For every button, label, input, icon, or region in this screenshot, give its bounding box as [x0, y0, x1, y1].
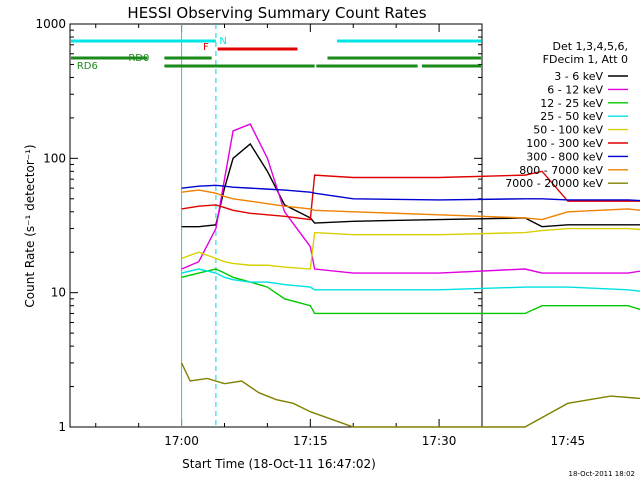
series-line: [181, 268, 640, 315]
x-tick-label: 17:15: [293, 434, 328, 448]
legend-header-line: FDecim 1, Att 0: [543, 53, 628, 66]
y-tick-label: 1000: [35, 17, 66, 31]
series-line: [181, 268, 640, 292]
series-line: [181, 142, 640, 228]
y-tick-label: 1: [58, 420, 66, 434]
legend-label: 50 - 100 keV: [533, 124, 603, 137]
flag-bars: NF RD0 RD6: [71, 36, 481, 72]
flag-label: RD0: [128, 53, 149, 64]
legend-label: 25 - 50 keV: [540, 110, 603, 123]
flag-label: F: [203, 42, 209, 53]
legend-label: 100 - 300 keV: [526, 137, 603, 150]
legend-label: 6 - 12 keV: [547, 83, 603, 96]
legend-label: 12 - 25 keV: [540, 97, 603, 110]
y-axis: 1 10 100 1000: [35, 17, 482, 434]
series-line: [181, 227, 640, 270]
flag-label: N: [219, 36, 226, 47]
legend-label: 3 - 6 keV: [554, 70, 603, 83]
y-tick-label: 100: [43, 151, 66, 165]
footer-timestamp: 18-Oct-2011 18:02: [569, 470, 635, 478]
series-line: [181, 189, 640, 221]
chart-title: HESSI Observing Summary Count Rates: [127, 4, 426, 22]
series-line: [181, 170, 640, 221]
legend: Det 1,3,4,5,6, FDecim 1, Att 0 3 - 6 keV…: [505, 40, 628, 190]
data-series: [180, 123, 640, 428]
x-tick-label: 17:00: [164, 434, 199, 448]
x-tick-label: 17:45: [551, 434, 586, 448]
y-axis-label: Count Rate (s⁻¹ detector⁻¹): [23, 144, 37, 307]
flag-label: RD6: [77, 61, 98, 72]
legend-label: 7000 - 20000 keV: [505, 177, 603, 190]
series-line: [180, 362, 640, 428]
x-axis-label: Start Time (18-Oct-11 16:47:02): [182, 457, 376, 471]
series-line: [181, 184, 640, 202]
legend-label: 300 - 800 keV: [526, 150, 603, 163]
x-tick-label: 17:30: [422, 434, 457, 448]
y-tick-label: 10: [51, 286, 66, 300]
plot-frame: [69, 23, 483, 428]
series-line: [181, 123, 640, 274]
legend-header-line: Det 1,3,4,5,6,: [552, 40, 628, 53]
legend-label: 800 - 7000 keV: [519, 164, 603, 177]
